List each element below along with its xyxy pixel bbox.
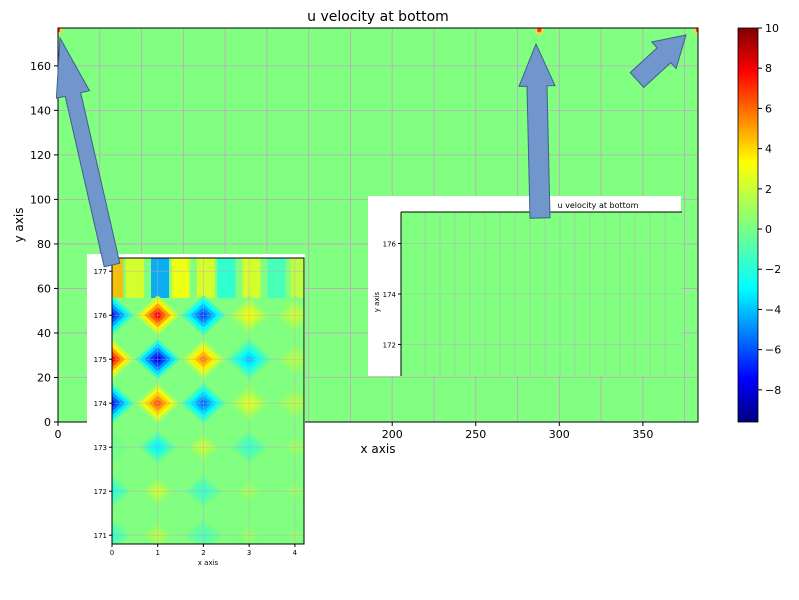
callout-arrows — [55, 34, 687, 268]
colorbar-tick-label: 4 — [765, 143, 772, 156]
colorbar-tick-label: 2 — [765, 183, 772, 196]
arrow-left-inset — [55, 36, 121, 268]
y-tick-label: 174 — [383, 291, 397, 299]
y-tick-label: 171 — [94, 532, 107, 540]
colorbar-tick-label: −8 — [765, 384, 781, 397]
heat-band — [151, 258, 169, 298]
y-tick-label: 176 — [94, 312, 108, 320]
left-inset-x-axis-label: x axis — [198, 559, 219, 567]
x-tick-label: 1 — [155, 549, 159, 557]
y-tick-label: 120 — [30, 149, 51, 162]
heat-band — [196, 258, 215, 298]
colorbar-gradient — [737, 27, 759, 423]
y-tick-label: 174 — [94, 400, 108, 408]
x-tick-label: 4 — [293, 549, 298, 557]
y-tick-label: 160 — [30, 60, 51, 73]
x-tick-label: 0 — [55, 428, 62, 441]
x-tick-label: 300 — [549, 428, 570, 441]
y-tick-label: 140 — [30, 104, 51, 117]
left-inset-frame — [111, 257, 305, 545]
arrow-top-right — [629, 34, 687, 89]
y-tick-label: 100 — [30, 193, 51, 206]
right-inset-grid — [401, 212, 682, 376]
y-tick-label: 175 — [94, 356, 107, 364]
heat-band — [217, 258, 236, 298]
x-tick-label: 3 — [247, 549, 251, 557]
heat-band — [290, 258, 304, 298]
left-inset: 0 1 2 3 4 171 172 173 174 175 176 177 x axis — [87, 254, 305, 570]
colorbar-tick-label: 0 — [765, 223, 772, 236]
x-tick-label: 2 — [201, 549, 205, 557]
main-plot-frame — [57, 27, 699, 423]
hotspot-core — [537, 28, 542, 33]
heat-band — [112, 258, 124, 298]
colorbar: 10 8 6 4 2 0 −2 −4 −6 −8 — [737, 22, 781, 423]
arrow-right-inset — [518, 42, 556, 219]
y-tick-label: 40 — [37, 327, 51, 340]
y-tick-label: 172 — [94, 488, 107, 496]
colorbar-tick-label: −6 — [765, 344, 781, 357]
y-tick-label: 60 — [37, 282, 51, 295]
colorbar-tick-label: −4 — [765, 303, 781, 316]
colorbar-tick-label: 8 — [765, 62, 772, 75]
heat-band — [267, 258, 286, 298]
hotspot-core — [58, 28, 61, 33]
main-y-axis-label: y axis — [12, 208, 26, 243]
y-tick-label: 20 — [37, 371, 51, 384]
x-tick-label: 250 — [465, 428, 486, 441]
y-tick-label: 176 — [383, 241, 397, 249]
x-tick-label: 350 — [632, 428, 653, 441]
y-tick-label: 172 — [383, 341, 396, 349]
y-tick-label: 177 — [94, 268, 107, 276]
main-y-ticks: 0 20 40 60 80 100 120 140 160 — [30, 60, 58, 429]
x-tick-label: 200 — [382, 428, 403, 441]
right-inset-y-axis-label: y axis — [373, 291, 381, 312]
colorbar-tick-label: −2 — [765, 263, 781, 276]
right-inset-y-ticks: 172 174 176 — [383, 241, 401, 349]
right-inset-title: u velocity at bottom — [558, 201, 639, 210]
colorbar-tick-label: 10 — [765, 22, 779, 35]
x-tick-label: 0 — [110, 549, 114, 557]
y-tick-label: 80 — [37, 238, 51, 251]
main-hotspots — [58, 28, 698, 35]
heat-band — [125, 258, 144, 298]
left-inset-x-ticks: 0 1 2 3 4 — [110, 544, 298, 557]
heat-band — [242, 258, 261, 298]
colorbar-tick-label: 6 — [765, 102, 772, 115]
colorbar-ticks: 10 8 6 4 2 0 −2 −4 −6 −8 — [758, 22, 781, 397]
y-tick-label: 173 — [94, 444, 107, 452]
main-x-axis-label: x axis — [361, 442, 396, 456]
main-title: u velocity at bottom — [307, 9, 449, 25]
right-inset: u velocity at bottom 172 174 176 y axis — [368, 196, 682, 376]
heat-band — [171, 258, 190, 298]
hotspot-core — [695, 28, 698, 33]
y-tick-label: 0 — [44, 416, 51, 429]
left-inset-y-ticks: 171 172 173 174 175 176 177 — [94, 268, 112, 540]
